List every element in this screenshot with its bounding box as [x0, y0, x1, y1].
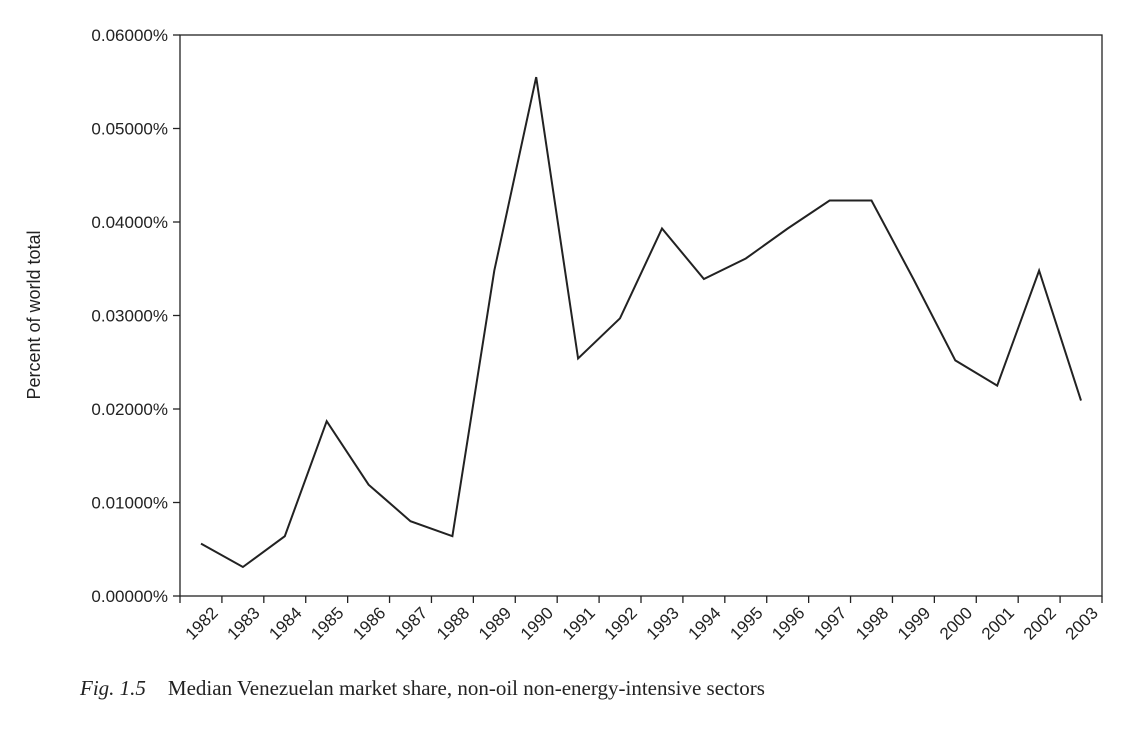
x-axis-ticks: 1982 1983 1984 1985 1986 1987 1988 1989 1990 1991… — [179, 596, 1103, 644]
caption-text: Median Venezuelan market share, non-oil … — [167, 676, 765, 700]
y-tick-label: 0.04000% — [91, 213, 168, 232]
x-tick-label: 1999 — [894, 603, 934, 643]
y-tick-label: 0.02000% — [91, 400, 168, 419]
y-axis-ticks: 0.00000% 0.01000% 0.02000% 0.03000% 0.04000%… — [91, 26, 180, 606]
x-tick-label: 2003 — [1062, 603, 1102, 643]
x-tick-label: 1983 — [224, 603, 264, 643]
y-tick-label: 0.05000% — [91, 120, 168, 139]
x-tick-label: 2001 — [978, 603, 1018, 643]
x-tick-label: 1990 — [517, 603, 557, 643]
figure-caption: Fig. 1.5 Median Venezuelan market share, … — [80, 676, 765, 701]
x-tick-label: 1988 — [433, 603, 473, 643]
figure-number: Fig. 1.5 — [80, 676, 146, 700]
x-tick-label: 1991 — [559, 603, 599, 643]
x-tick-label: 1985 — [307, 603, 347, 643]
x-tick-label: 1993 — [643, 603, 683, 643]
y-tick-label: 0.06000% — [91, 26, 168, 45]
x-tick-label: 1987 — [391, 603, 431, 643]
x-tick-label: 1989 — [475, 603, 515, 643]
x-tick-label: 1994 — [685, 603, 725, 643]
plot-frame — [179, 34, 1103, 597]
y-tick-label: 0.00000% — [91, 587, 168, 606]
x-tick-label: 1992 — [601, 603, 641, 643]
x-tick-label: 1995 — [726, 603, 766, 643]
x-tick-label: 1982 — [182, 603, 222, 643]
x-tick-label: 1998 — [852, 603, 892, 643]
x-tick-label: 2002 — [1020, 603, 1060, 643]
y-tick-label: 0.01000% — [91, 494, 168, 513]
x-tick-label: 1986 — [349, 603, 389, 643]
y-axis-label: Percent of world total — [24, 230, 44, 399]
x-tick-label: 1984 — [265, 603, 305, 643]
y-tick-label: 0.03000% — [91, 307, 168, 326]
line-chart: 0.00000% 0.01000% 0.02000% 0.03000% 0.04000%… — [24, 26, 1103, 644]
x-tick-label: 1996 — [768, 603, 808, 643]
series-line — [200, 76, 1082, 569]
x-tick-label: 1997 — [810, 603, 850, 643]
x-tick-label: 2000 — [936, 603, 976, 643]
